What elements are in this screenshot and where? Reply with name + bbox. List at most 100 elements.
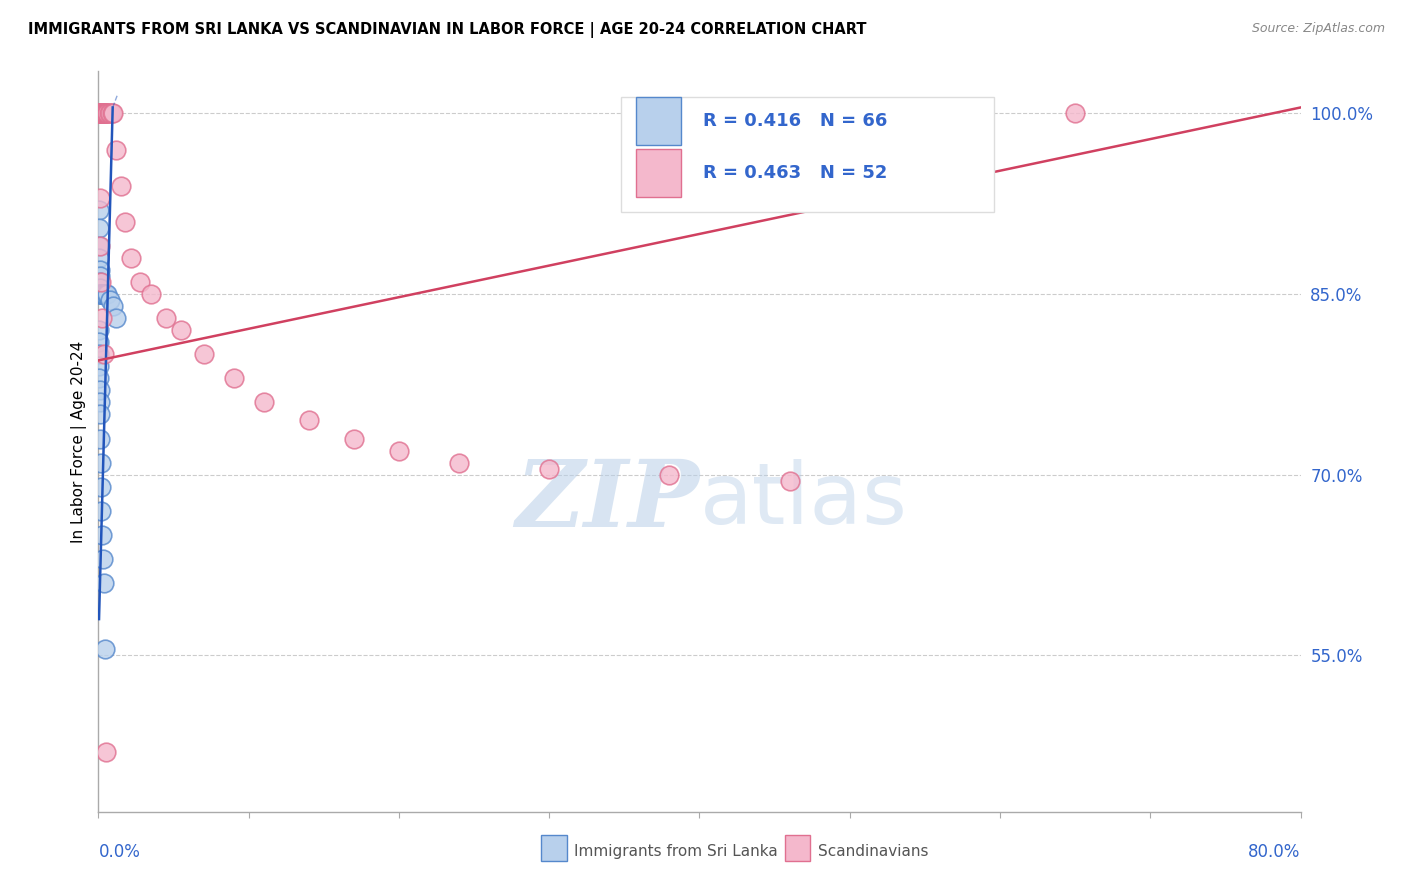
Point — [90, 106, 112, 120]
Point — [343, 432, 366, 446]
Point — [93, 106, 115, 120]
Point — [87, 106, 110, 120]
Point — [91, 106, 114, 120]
Text: ZIP: ZIP — [515, 456, 699, 546]
Point — [89, 239, 111, 253]
Point — [89, 106, 111, 120]
Point — [89, 106, 111, 120]
Point — [90, 275, 112, 289]
Point — [89, 281, 111, 295]
Point — [93, 576, 115, 591]
Point — [89, 251, 111, 265]
Point — [90, 106, 112, 120]
Point — [89, 106, 111, 120]
Point — [253, 395, 276, 409]
Point — [89, 106, 111, 120]
Point — [94, 642, 117, 657]
Point — [89, 106, 111, 120]
Point — [87, 106, 110, 120]
Point — [103, 299, 125, 313]
Point — [91, 287, 114, 301]
Point — [94, 745, 117, 759]
Point — [90, 106, 112, 120]
Point — [87, 106, 110, 120]
Text: Source: ZipAtlas.com: Source: ZipAtlas.com — [1251, 22, 1385, 36]
Point — [90, 106, 112, 120]
Text: 0.0%: 0.0% — [98, 843, 141, 861]
Point — [90, 106, 112, 120]
Point — [93, 287, 115, 301]
Point — [89, 106, 111, 120]
Point — [90, 480, 112, 494]
Point — [94, 106, 117, 120]
Point — [89, 106, 111, 120]
Point — [89, 220, 111, 235]
Point — [89, 287, 111, 301]
Point — [89, 191, 111, 205]
Point — [298, 413, 321, 427]
Point — [97, 106, 120, 120]
Point — [388, 443, 411, 458]
Point — [89, 395, 111, 409]
Point — [90, 106, 112, 120]
Point — [89, 106, 111, 120]
FancyBboxPatch shape — [636, 97, 682, 145]
Point — [100, 106, 122, 120]
Point — [90, 528, 112, 542]
Point — [129, 275, 152, 289]
Point — [96, 106, 118, 120]
Point — [170, 323, 193, 337]
Point — [121, 251, 143, 265]
FancyBboxPatch shape — [621, 97, 994, 212]
Point — [89, 347, 111, 361]
Point — [91, 311, 114, 326]
Point — [155, 311, 177, 326]
Point — [89, 106, 111, 120]
Point — [90, 287, 112, 301]
Point — [96, 287, 118, 301]
Point — [103, 106, 125, 120]
Point — [538, 461, 561, 475]
Point — [193, 347, 215, 361]
Point — [89, 239, 111, 253]
Point — [87, 335, 110, 350]
Point — [101, 106, 124, 120]
Point — [89, 106, 111, 120]
Point — [90, 106, 112, 120]
Point — [87, 106, 110, 120]
Point — [91, 287, 114, 301]
Point — [96, 106, 118, 120]
Point — [90, 106, 112, 120]
Point — [94, 287, 117, 301]
Point — [87, 323, 110, 337]
Point — [89, 106, 111, 120]
Point — [89, 106, 111, 120]
Point — [114, 215, 136, 229]
Text: R = 0.416   N = 66: R = 0.416 N = 66 — [703, 112, 887, 130]
Point — [89, 268, 111, 283]
Point — [222, 371, 245, 385]
Point — [89, 432, 111, 446]
Point — [87, 106, 110, 120]
Point — [89, 384, 111, 398]
Point — [87, 202, 110, 217]
Point — [89, 408, 111, 422]
Point — [89, 106, 111, 120]
Point — [93, 106, 115, 120]
Text: IMMIGRANTS FROM SRI LANKA VS SCANDINAVIAN IN LABOR FORCE | AGE 20-24 CORRELATION: IMMIGRANTS FROM SRI LANKA VS SCANDINAVIA… — [28, 22, 866, 38]
Point — [89, 371, 111, 385]
Point — [87, 106, 110, 120]
Point — [89, 106, 111, 120]
Point — [914, 106, 936, 120]
Point — [89, 106, 111, 120]
Point — [89, 106, 111, 120]
Point — [105, 311, 128, 326]
Point — [89, 106, 111, 120]
Point — [89, 106, 111, 120]
Point — [89, 106, 111, 120]
Point — [105, 143, 128, 157]
Point — [447, 456, 470, 470]
Point — [87, 106, 110, 120]
Point — [91, 552, 114, 566]
Point — [91, 106, 114, 120]
